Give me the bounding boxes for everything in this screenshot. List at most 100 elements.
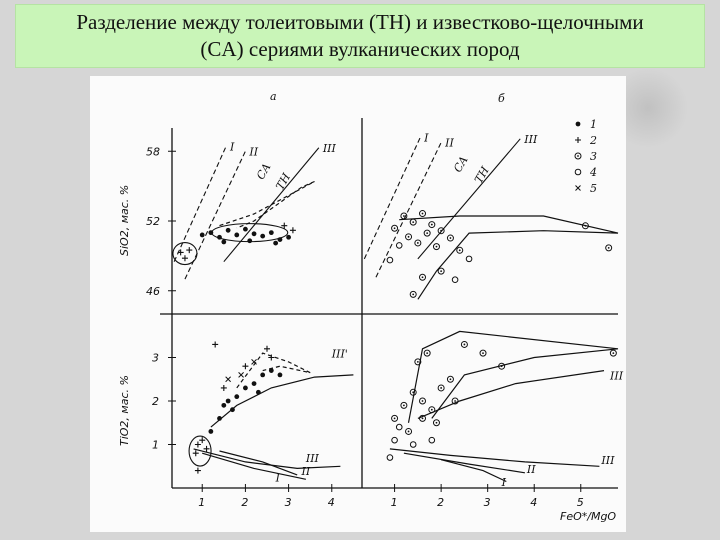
point-a-top-series-2 [186,247,193,254]
point-a-bottom-series-2 [212,341,219,348]
tick-labels: 1 2 3 4 1 2 3 4 5 58 52 46 3 2 1 [146,145,584,509]
legend-symbol-2 [575,137,581,143]
data-points [177,210,617,474]
point-b-bottom-series-3-dot [416,360,419,363]
point-a-top-series-1 [260,233,266,239]
y-tick-label-top: 46 [146,285,160,298]
point-b-bottom-series-3-dot [412,391,415,394]
bottom-a-line-label: III' [331,348,348,361]
point-b-bottom-series-4 [428,436,436,444]
boundary-line-III [417,138,521,260]
x-tick-label-right: 1 [391,496,398,509]
point-b-bottom-series-3 [451,397,459,405]
point-b-bottom-series-3-dot [435,421,438,424]
curve-I-a [219,450,298,476]
y-tick-label-top: 58 [146,145,160,158]
x-tick-label-left: 4 [328,496,335,509]
point-b-top-series-3-dot [435,245,438,248]
point-b-bottom-series-3-dot [449,378,452,381]
point-b-top-series-3-dot [607,246,610,249]
legend: 1 2 3 4 5 [574,118,597,195]
point-b-bottom-series-3-dot [463,343,466,346]
point-a-bottom-series-1 [255,389,261,395]
point-a-top-series-2 [177,249,184,256]
point-b-top-series-4 [465,255,473,263]
point-a-bottom-series-2 [194,467,201,474]
point-b-bottom-series-3 [446,375,454,383]
y-tick-label-bottom: 1 [152,439,159,452]
point-b-bottom-series-3 [423,349,431,357]
point-a-top-series-2 [281,222,288,229]
point-b-bottom-series-3 [419,397,427,405]
point-a-top-series-1 [225,227,231,233]
point-b-bottom-series-3 [479,349,487,357]
point-b-top-series-4 [395,242,403,249]
point-a-bottom-series-1 [217,416,222,421]
point-b-top-series-3-dot [412,221,415,224]
point-b-bottom-series-3-dot [454,400,456,402]
x-tick-label-right: 2 [437,496,444,509]
point-b-bottom-series-3-dot [500,365,503,368]
point-b-bottom-series-3 [498,362,506,370]
arrow-a-top-dashed [219,180,315,229]
point-b-bottom-series-3 [609,349,617,357]
th-label: TH [472,164,492,186]
point-b-bottom-series-4 [391,436,398,444]
panel-a-label: а [270,90,277,103]
point-b-top-series-3 [423,229,431,237]
point-b-bottom-series-3 [437,384,445,392]
point-a-top-series-2 [289,227,296,234]
y-tick-label-bottom: 3 [152,352,159,365]
x-axis-label: FeO*/MgO [560,510,616,523]
point-b-top-series-3 [446,234,454,242]
figure-panel: а б SiO2, мас. % TiO2, мас. % FeO*/MgO 1… [90,76,626,532]
ca-label: CA [451,154,470,175]
ca-label: CA [254,161,273,182]
point-b-bottom-series-3-dot [440,387,443,389]
curve-II-a [202,452,307,480]
point-b-bottom-series-3 [405,427,413,435]
point-a-top-series-1 [277,237,283,243]
legend-label-3: 3 [590,150,597,163]
loop-a-bottom [188,435,212,467]
point-b-top-series-4 [451,276,459,283]
point-a-bottom-series-5 [238,372,244,378]
point-a-bottom-series-1 [221,402,227,408]
legend-symbol-3-dot [577,155,579,157]
y-axis-label-top: SiO2, мас. % [118,185,131,256]
point-a-bottom-series-1 [225,398,231,404]
point-b-top-series-3 [605,244,613,252]
point-b-top-series-3-dot [421,276,424,279]
boundary-line-I [363,137,421,260]
bottom-b-line-label: II [526,463,536,476]
point-a-bottom-series-2 [192,450,199,457]
point-b-top-series-3 [414,239,422,247]
x-tick-label-left: 2 [241,496,248,509]
point-b-top-series-3-dot [440,270,443,273]
point-a-bottom-series-5 [225,376,231,383]
point-b-bottom-series-3 [428,406,436,414]
point-a-bottom-series-2 [199,437,206,444]
point-a-top-series-1 [221,239,227,245]
point-b-top-series-3 [437,227,445,235]
point-b-top-series-3-dot [412,293,415,296]
point-a-bottom-series-1 [234,394,240,400]
chart-svg: а б SiO2, мас. % TiO2, мас. % FeO*/MgO 1… [118,90,624,523]
curve-II-b [403,452,525,474]
boundary-line-II [375,142,442,278]
x-tick-label-right: 5 [577,496,584,509]
point-a-bottom-series-1 [230,407,235,413]
arrow-b-bottom [407,330,619,423]
point-a-top-series-1 [268,230,274,236]
bottom-b-line-label: III [609,369,624,382]
point-b-top-series-3 [409,290,417,298]
point-b-top-series-3-dot [426,232,429,235]
legend-label-1: 1 [590,118,597,131]
arrow-a-bottom-dashed [236,352,311,389]
point-a-bottom-series-2 [242,363,249,370]
point-b-top-series-3 [405,233,413,241]
legend-label-2: 2 [589,134,597,147]
boundary-line-label: III [322,142,337,155]
point-b-bottom-series-3 [391,414,399,422]
